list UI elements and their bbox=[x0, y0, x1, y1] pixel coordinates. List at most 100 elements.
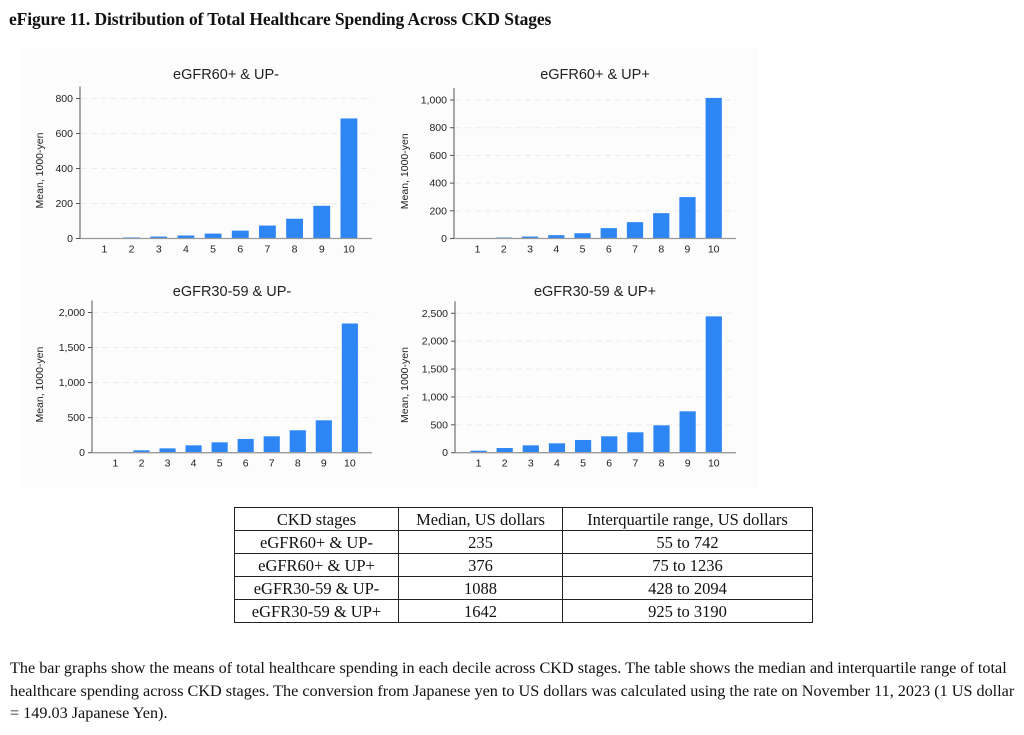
header-median: Median, US dollars bbox=[398, 507, 563, 531]
x-tick-label: 9 bbox=[685, 458, 691, 470]
chart-3: eGFR30-59 & UP- Mean, 1000-yen 0 500 1,000… bbox=[34, 284, 372, 470]
bar-decile-7 bbox=[263, 436, 280, 453]
bar-decile-9 bbox=[313, 205, 331, 239]
x-tick-label: 7 bbox=[632, 458, 638, 470]
bar-decile-6 bbox=[231, 230, 249, 239]
cell-stage: eGFR60+ & UP- bbox=[234, 530, 399, 554]
chart-title: eGFR30-59 & UP- bbox=[173, 284, 292, 300]
bar-decile-3 bbox=[150, 236, 168, 239]
bar-decile-8 bbox=[289, 430, 306, 453]
x-tick-label: 5 bbox=[580, 458, 586, 470]
chart-title: eGFR60+ & UP- bbox=[173, 67, 279, 83]
y-tick-label: 1,500 bbox=[59, 342, 85, 354]
x-tick-label: 6 bbox=[243, 458, 249, 470]
bar-decile-5 bbox=[574, 233, 591, 239]
y-tick-label: 500 bbox=[430, 419, 448, 431]
chart-panel-background bbox=[20, 48, 757, 488]
bar-decile-6 bbox=[237, 438, 254, 453]
x-tick-label: 3 bbox=[528, 458, 534, 470]
bar-decile-5 bbox=[574, 439, 592, 453]
y-tick-label: 800 bbox=[429, 122, 447, 134]
x-tick-label: 7 bbox=[269, 458, 275, 470]
bar-decile-4 bbox=[548, 235, 565, 239]
y-tick-label: 2,000 bbox=[59, 307, 85, 319]
bar-decile-10 bbox=[705, 97, 722, 239]
header-iqr: Interquartile range, US dollars bbox=[562, 507, 813, 531]
y-tick-label: 2,500 bbox=[422, 308, 448, 320]
bar-decile-6 bbox=[601, 436, 618, 453]
table-header-row: CKD stages Median, US dollars Interquart… bbox=[234, 507, 813, 531]
x-tick-label: 3 bbox=[156, 244, 162, 256]
bar-decile-5 bbox=[211, 442, 228, 453]
cell-stage: eGFR30-59 & UP- bbox=[234, 576, 399, 600]
x-tick-label: 8 bbox=[295, 458, 301, 470]
figure-title: eFigure 11. Distribution of Total Health… bbox=[9, 9, 552, 29]
bar-decile-7 bbox=[259, 225, 276, 239]
x-tick-label: 8 bbox=[292, 244, 298, 256]
x-tick-label: 5 bbox=[580, 244, 586, 256]
table-row: eGFR60+ & UP- 235 55 to 742 bbox=[234, 530, 813, 554]
table-row: eGFR30-59 & UP- 1088 428 to 2094 bbox=[234, 576, 813, 600]
cell-median: 235 bbox=[398, 530, 563, 554]
x-tick-label: 6 bbox=[606, 244, 612, 256]
x-tick-label: 2 bbox=[129, 244, 135, 256]
table-row: eGFR60+ & UP+ 376 75 to 1236 bbox=[234, 553, 813, 577]
x-tick-label: 5 bbox=[217, 458, 223, 470]
y-tick-label: 800 bbox=[55, 93, 73, 105]
x-tick-label: 1 bbox=[475, 244, 481, 256]
y-tick-label: 200 bbox=[429, 205, 447, 217]
y-tick-label: 0 bbox=[79, 447, 85, 459]
cell-stage: eGFR30-59 & UP+ bbox=[234, 599, 399, 623]
y-tick-label: 500 bbox=[67, 412, 85, 424]
bar-decile-4 bbox=[177, 235, 195, 239]
bar-decile-5 bbox=[204, 233, 222, 239]
bar-decile-8 bbox=[653, 213, 670, 239]
cell-iqr: 428 to 2094 bbox=[562, 576, 813, 600]
y-tick-label: 400 bbox=[429, 178, 447, 190]
summary-table-container: CKD stages Median, US dollars Interquart… bbox=[234, 507, 813, 623]
bar-decile-9 bbox=[315, 420, 332, 453]
y-axis-label: Mean, 1000-yen bbox=[399, 347, 411, 423]
x-tick-label: 4 bbox=[183, 244, 189, 256]
y-tick-label: 200 bbox=[55, 198, 73, 210]
bar-decile-9 bbox=[679, 411, 696, 453]
bar-decile-3 bbox=[521, 236, 539, 239]
bar-decile-10 bbox=[341, 323, 358, 453]
bar-decile-4 bbox=[548, 443, 566, 453]
cell-iqr: 925 to 3190 bbox=[562, 599, 813, 623]
x-tick-label: 10 bbox=[344, 458, 356, 470]
x-tick-label: 3 bbox=[527, 244, 533, 256]
cell-iqr: 75 to 1236 bbox=[562, 553, 813, 577]
x-tick-label: 6 bbox=[606, 458, 612, 470]
bar-decile-6 bbox=[600, 228, 617, 239]
x-tick-label: 10 bbox=[708, 244, 720, 256]
chart-2: eGFR60+ & UP+ Mean, 1000-yen 0 200 400 600 8… bbox=[399, 67, 736, 256]
x-tick-label: 1 bbox=[113, 458, 119, 470]
cell-median: 376 bbox=[398, 553, 563, 577]
y-axis-label: Mean, 1000-yen bbox=[399, 133, 411, 209]
x-tick-label: 7 bbox=[265, 244, 271, 256]
y-tick-label: 2,000 bbox=[422, 336, 448, 348]
cell-median: 1642 bbox=[398, 599, 563, 623]
bar-decile-7 bbox=[626, 222, 644, 239]
bar-decile-10 bbox=[705, 316, 722, 453]
cell-stage: eGFR60+ & UP+ bbox=[234, 553, 399, 577]
x-tick-label: 9 bbox=[319, 244, 325, 256]
cell-median: 1088 bbox=[398, 576, 563, 600]
x-tick-label: 3 bbox=[165, 458, 171, 470]
x-tick-label: 2 bbox=[501, 244, 507, 256]
y-axis-label: Mean, 1000-yen bbox=[34, 347, 46, 423]
header-ckd-stages: CKD stages bbox=[234, 507, 399, 531]
x-tick-label: 7 bbox=[632, 244, 638, 256]
bar-decile-10 bbox=[340, 118, 358, 239]
charts-grid: eGFR60+ & UP- Mean, 1000-yen 02004006008… bbox=[34, 67, 736, 470]
bar-decile-8 bbox=[653, 425, 670, 453]
bar-decile-7 bbox=[627, 432, 644, 453]
figure-caption: The bar graphs show the means of total h… bbox=[10, 659, 1015, 722]
bar-decile-3 bbox=[522, 445, 539, 453]
x-tick-label: 8 bbox=[659, 458, 665, 470]
chart-4: eGFR30-59 & UP+ Mean, 1000-yen 0 500 1,000… bbox=[399, 284, 736, 470]
x-tick-label: 9 bbox=[321, 458, 327, 470]
bar-decile-8 bbox=[286, 218, 304, 239]
x-tick-label: 9 bbox=[685, 244, 691, 256]
